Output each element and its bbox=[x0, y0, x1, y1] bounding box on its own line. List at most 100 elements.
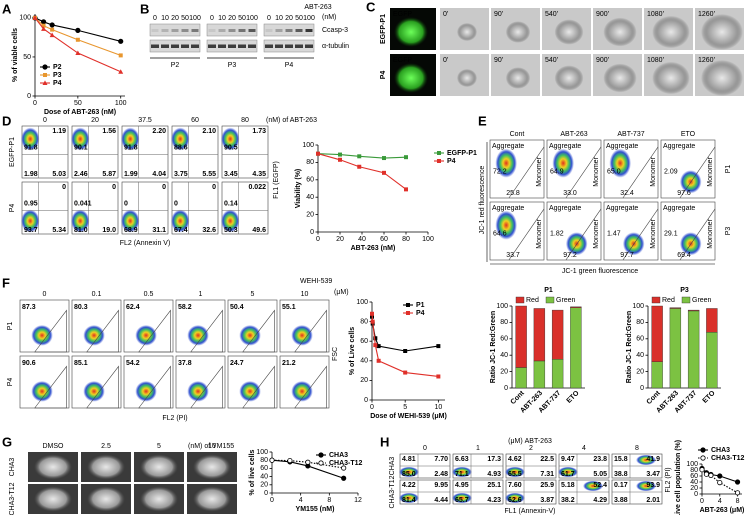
event-cloud bbox=[609, 148, 631, 178]
y-tick-label: 100 bbox=[356, 299, 368, 306]
marker bbox=[436, 344, 441, 349]
time-label: 90' bbox=[494, 57, 503, 64]
x-tick-label: 0 bbox=[33, 100, 37, 107]
blot-header: ABT-263 bbox=[304, 4, 331, 11]
row-label: EGFP-P1 bbox=[380, 14, 387, 44]
y-tick-label: 60 bbox=[636, 336, 644, 343]
gate-value: 21.2 bbox=[282, 360, 296, 367]
row-label: P1 bbox=[725, 165, 732, 174]
column-label: 2 bbox=[529, 445, 533, 452]
quadrant-value: 2.46 bbox=[74, 171, 88, 178]
legend-marker bbox=[318, 452, 324, 458]
quadrant-value: 22.5 bbox=[540, 456, 554, 463]
marker bbox=[49, 32, 55, 38]
legend-marker bbox=[700, 447, 706, 453]
quadrant-value: 25.9 bbox=[540, 482, 554, 489]
gate bbox=[242, 309, 275, 353]
marker bbox=[699, 467, 705, 473]
quadrant-value: 1.98 bbox=[24, 171, 38, 178]
y-tick-label: 60 bbox=[360, 338, 368, 345]
event-cloud bbox=[565, 232, 588, 256]
x-tick-label: 0 bbox=[700, 498, 704, 505]
column-label: ABT-263 bbox=[560, 131, 587, 138]
gate-label: Monomer bbox=[536, 218, 543, 248]
event-cloud bbox=[679, 170, 702, 194]
x-tick-label: 0 bbox=[316, 236, 320, 243]
gate-value: 37.8 bbox=[178, 360, 192, 367]
x-tick-label: Cont bbox=[510, 389, 527, 406]
x-tick-label: 20 bbox=[336, 236, 344, 243]
blot-band bbox=[171, 29, 179, 32]
y-axis-title: Ratio JC-1 Red:Green bbox=[490, 311, 497, 383]
gate-value: 97.6 bbox=[677, 190, 691, 197]
grid-title: (μM) ABT-263 bbox=[508, 438, 552, 445]
dose-label: 100 bbox=[246, 15, 258, 22]
legend-marker bbox=[42, 80, 48, 85]
y-tick-label: 0 bbox=[694, 491, 698, 498]
legend-label: P4 bbox=[53, 80, 62, 87]
y-tick-label: 20 bbox=[690, 485, 698, 492]
gate-value: 33.7 bbox=[506, 252, 520, 259]
gate bbox=[138, 365, 171, 409]
dose-label: 100 bbox=[189, 15, 201, 22]
quadrant-value: 0.14 bbox=[224, 201, 238, 208]
time-label: 90' bbox=[494, 11, 503, 18]
event-cloud bbox=[399, 492, 419, 504]
quadrant-value: 4.81 bbox=[402, 456, 416, 463]
blot-band bbox=[181, 44, 189, 48]
y-tick-label: 50 bbox=[23, 54, 31, 61]
event-cloud bbox=[239, 324, 261, 346]
x-tick-label: 12 bbox=[354, 497, 362, 504]
gate-value: 85.1 bbox=[74, 360, 88, 367]
bar-segment bbox=[533, 308, 546, 362]
series-line bbox=[371, 313, 439, 378]
blot-band bbox=[275, 29, 283, 32]
quadrant-value: 3.47 bbox=[646, 471, 660, 478]
gate-label: Monomer bbox=[650, 218, 657, 248]
marker bbox=[49, 22, 55, 28]
event-cloud bbox=[505, 492, 525, 504]
x-tick-label: 100 bbox=[115, 100, 127, 107]
quadrant-value: 5.18 bbox=[561, 482, 575, 489]
x-tick-label: 0 bbox=[370, 404, 374, 411]
marker bbox=[75, 27, 81, 33]
bar-segment bbox=[687, 309, 700, 312]
column-label: ETO bbox=[681, 131, 696, 138]
gate bbox=[86, 309, 119, 353]
image-cell bbox=[34, 486, 72, 512]
column-label: 5 bbox=[157, 443, 161, 450]
column-label: 20 bbox=[91, 117, 99, 124]
image-cell bbox=[505, 67, 531, 89]
quadrant-value: 0 bbox=[212, 184, 216, 191]
y-tick-label: 100 bbox=[632, 303, 644, 310]
column-label: 0 bbox=[423, 445, 427, 452]
image-cell bbox=[457, 69, 477, 87]
blot-band bbox=[238, 44, 246, 48]
quadrant-value: 4.23 bbox=[487, 497, 501, 504]
blot-band bbox=[181, 29, 189, 32]
y-axis-title: Ratio JC-1 Red:Green bbox=[626, 311, 633, 383]
gate bbox=[86, 365, 119, 409]
quadrant-value: 4.29 bbox=[593, 497, 607, 504]
y-tick-label: 40 bbox=[306, 194, 314, 201]
gate-value: 54.2 bbox=[126, 360, 140, 367]
dose-label: 0 bbox=[210, 15, 214, 22]
y-tick-label: 20 bbox=[260, 482, 268, 489]
row-label: P3 bbox=[725, 227, 732, 236]
x-axis-title: FL1 (Annexin-V) bbox=[505, 508, 556, 515]
y-tick-label: 80 bbox=[636, 319, 644, 326]
blot-band bbox=[208, 29, 216, 32]
marker bbox=[382, 156, 386, 161]
event-cloud bbox=[21, 209, 40, 233]
blot-band bbox=[295, 29, 303, 32]
series-line bbox=[371, 316, 439, 352]
quadrant-value: 65.7 bbox=[455, 497, 469, 504]
gate-line bbox=[508, 208, 545, 261]
time-label: 0' bbox=[443, 57, 448, 64]
event-cloud bbox=[121, 209, 140, 233]
event-cloud bbox=[552, 148, 574, 178]
quadrant-value: 9.47 bbox=[561, 456, 575, 463]
marker bbox=[382, 170, 386, 175]
time-label: 540' bbox=[545, 11, 558, 18]
quadrant-value: 3.88 bbox=[614, 497, 628, 504]
